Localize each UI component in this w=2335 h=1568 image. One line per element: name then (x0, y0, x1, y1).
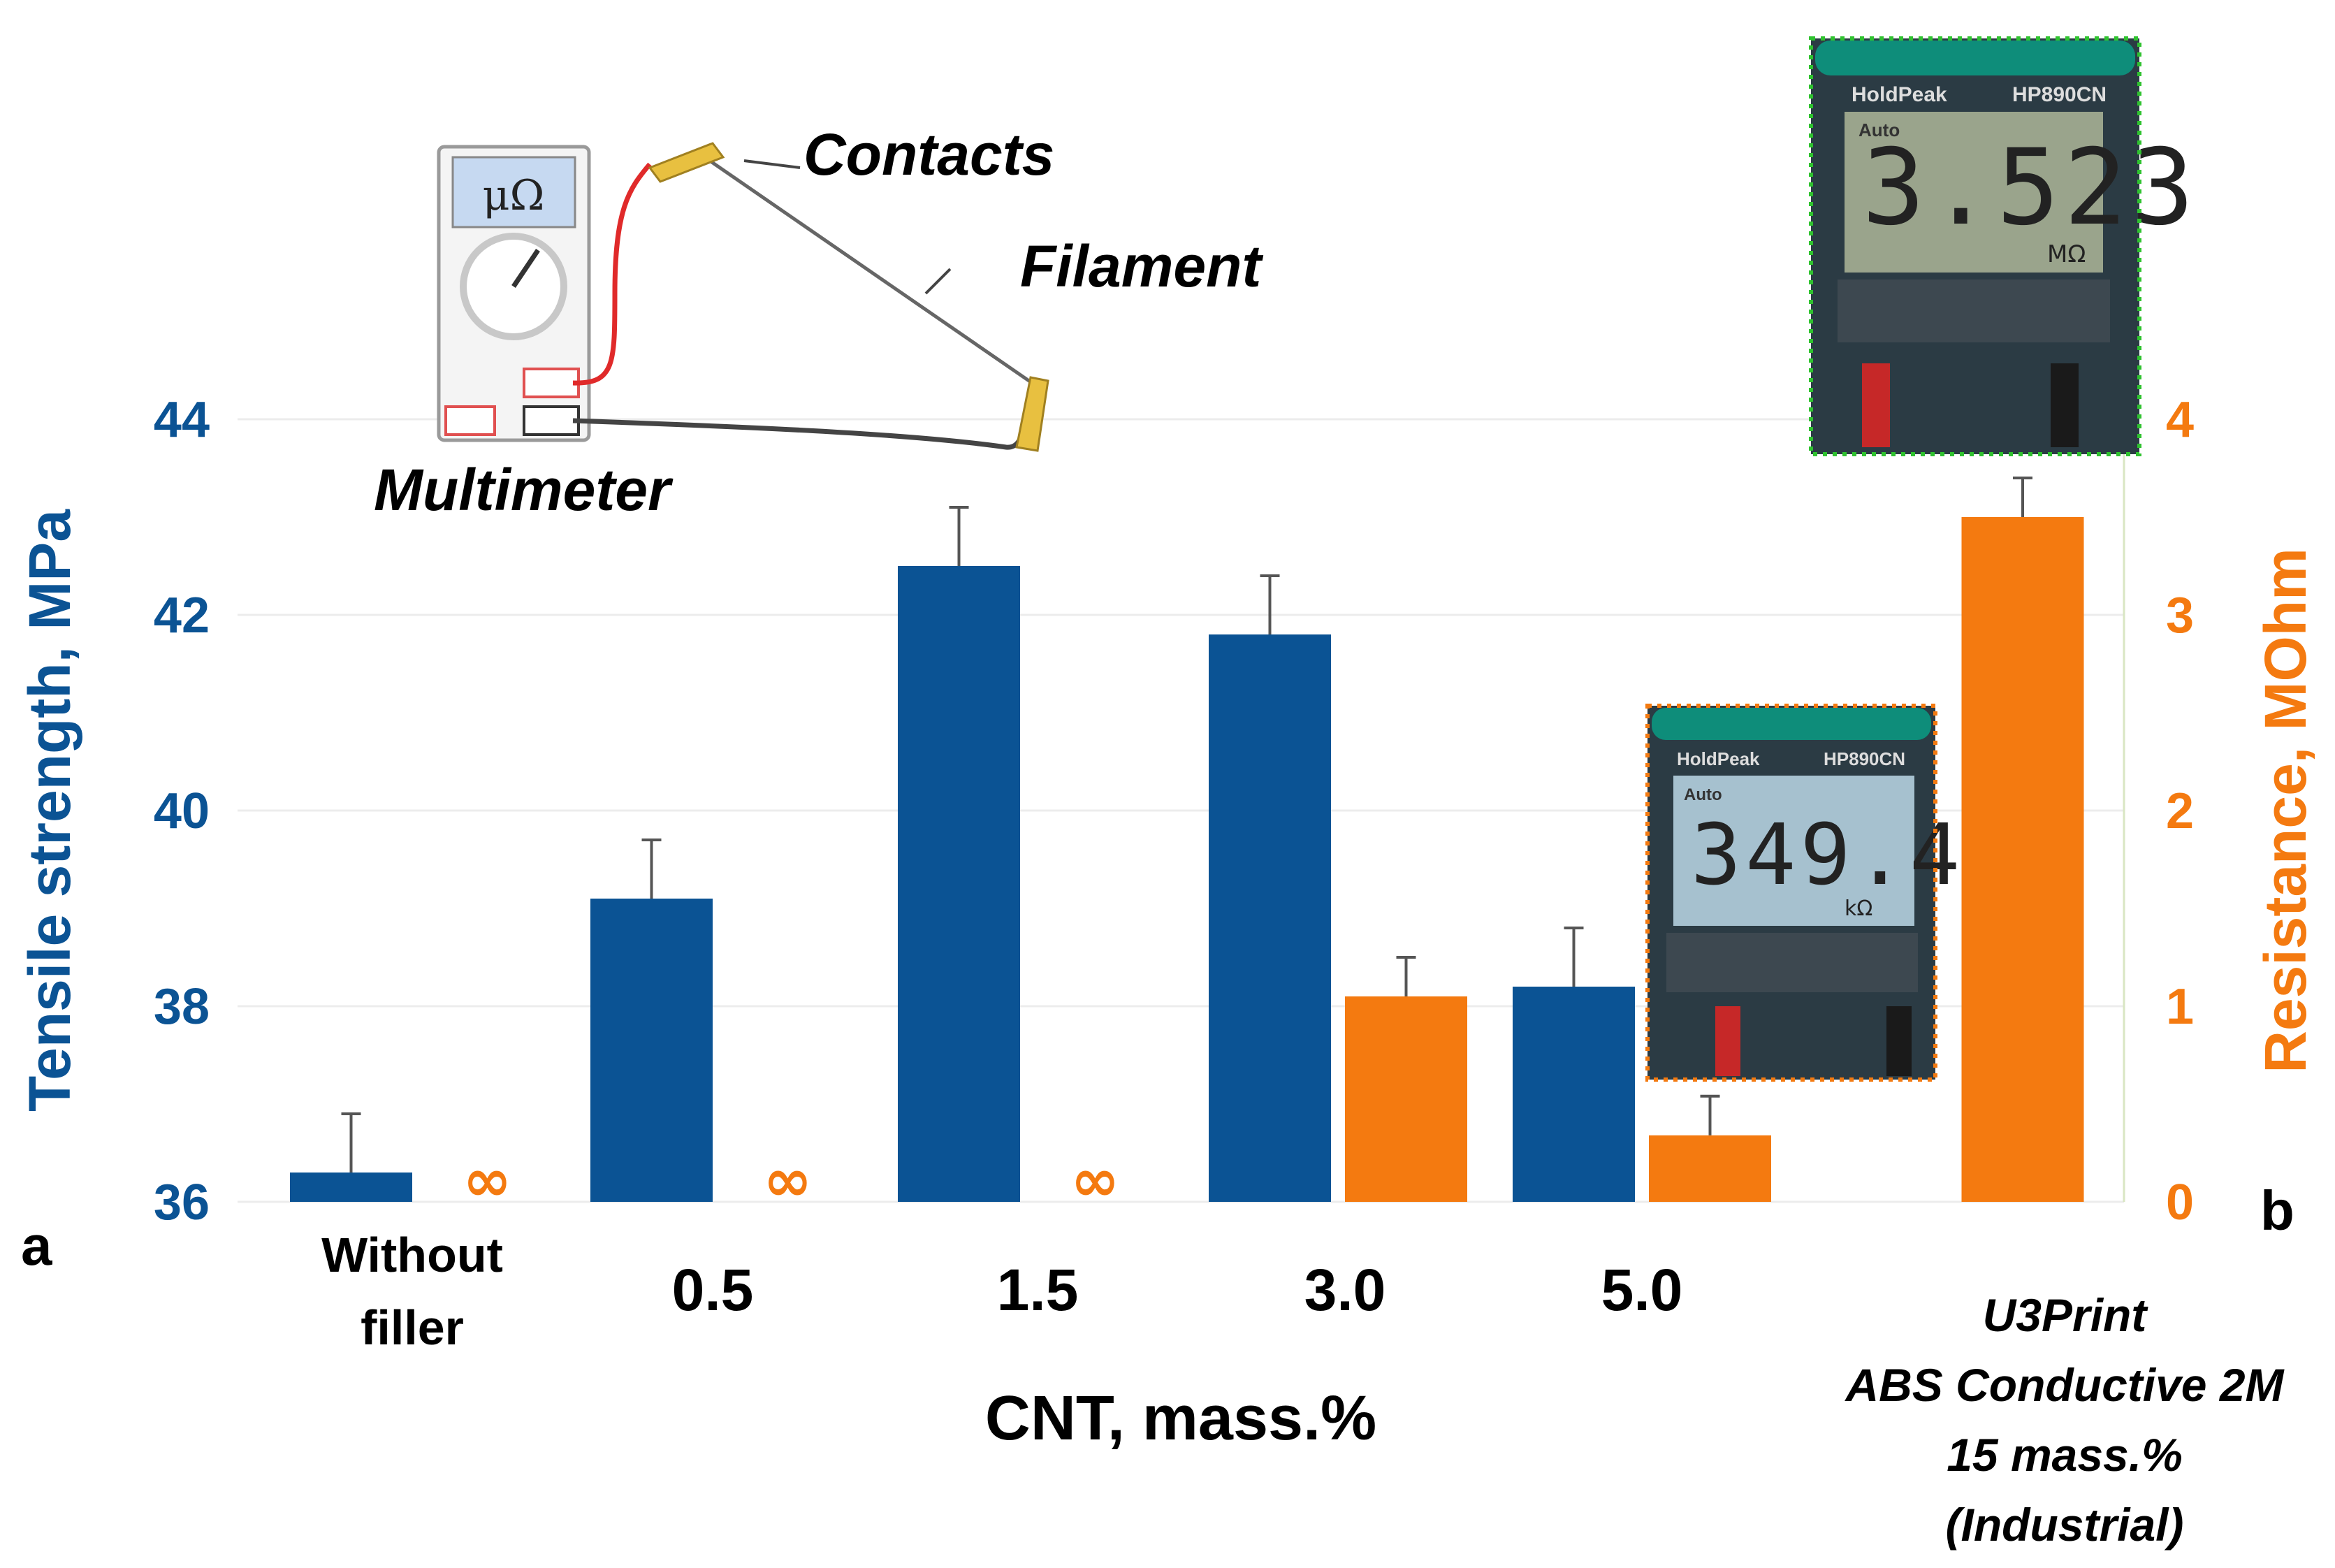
dial-needle (511, 249, 540, 288)
photo-large-red-plug (1862, 363, 1890, 447)
ytick-left-38: 38 (154, 979, 210, 1035)
contact-clip-bottom (1015, 376, 1049, 452)
xtick-0-5: 0.5 (672, 1257, 754, 1323)
filament-line (704, 156, 1035, 386)
x-axis: Without filler 0.5 1.5 3.0 5.0 U3Print A… (321, 1228, 2285, 1551)
photo-large-bumper (1815, 41, 2135, 75)
infinite-resistance-2: ∞ (1071, 1146, 1120, 1214)
xtick-u3print-1: U3Print (1983, 1289, 2149, 1341)
photo-small-buttons (1666, 933, 1918, 992)
photo-small-red-plug (1715, 1006, 1740, 1076)
xtick-5-0: 5.0 (1601, 1257, 1683, 1323)
bars: ∞ ∞ ∞ (290, 477, 2084, 1214)
photo-small-unit: kΩ (1845, 896, 1872, 921)
filament-label: Filament (1020, 233, 1263, 299)
ytick-left-36: 36 (154, 1175, 210, 1231)
infinite-resistance-0: ∞ (463, 1146, 512, 1214)
photo-large-buttons (1838, 280, 2110, 342)
contacts-pointer (743, 159, 801, 169)
panel-label-b: b (2260, 1179, 2294, 1242)
bar-tensile-1 (590, 899, 713, 1202)
photo-multimeter-large: HoldPeak HP890CN Auto 3.523 MΩ (1809, 36, 2199, 456)
bar-resistance-4 (1649, 1135, 1771, 1202)
ytick-right-4: 4 (2166, 392, 2194, 448)
photo-multimeter-small: HoldPeak HP890CN Auto 349.4 kΩ (1645, 704, 1964, 1082)
photo-large-brand: HoldPeak (1852, 83, 1947, 106)
xtick-u3print-4: (Industrial) (1946, 1499, 2184, 1551)
x-axis-label: CNT, mass.% (985, 1384, 1376, 1453)
multimeter-schematic: μΩ (437, 142, 1049, 452)
photo-small-model: HP890CN (1824, 748, 1905, 769)
bar-tensile-3 (1209, 634, 1331, 1202)
photo-large-reading: 3.523 (1862, 127, 2199, 249)
ytick-right-0: 0 (2166, 1175, 2194, 1231)
photo-large-lcd (1845, 112, 2103, 273)
bar-tensile-4 (1513, 987, 1635, 1202)
ytick-left-44: 44 (154, 392, 210, 448)
xtick-without-filler-1: Without (321, 1228, 503, 1282)
xtick-u3print-3: 15 mass.% (1947, 1429, 2183, 1481)
multimeter-label: Multimeter (374, 457, 674, 523)
contact-clip-top (648, 142, 725, 183)
photo-small-black-plug (1886, 1006, 1912, 1076)
photo-small-bumper (1652, 708, 1931, 740)
filament-pointer (924, 268, 952, 295)
ytick-left-40: 40 (154, 783, 210, 839)
photo-large-auto: Auto (1858, 119, 1900, 140)
y-axis-right: 0 1 2 3 4 (2166, 392, 2194, 1231)
panel-label-a: a (21, 1214, 52, 1277)
terminal-red (523, 368, 580, 398)
photo-small-brand: HoldPeak (1677, 748, 1760, 769)
photo-large-black-plug (2051, 363, 2079, 447)
y-axis-left: 36 38 40 42 44 (154, 392, 210, 1231)
bar-tensile-2 (898, 566, 1020, 1202)
bar-resistance-3 (1345, 996, 1467, 1202)
multimeter-display (451, 156, 576, 228)
xtick-without-filler-2: filler (361, 1300, 464, 1355)
photo-small-frame (1645, 704, 1937, 1082)
y-axis-right-label: Resistance, MOhm (2253, 548, 2318, 1073)
infinite-resistance-1: ∞ (764, 1146, 813, 1214)
photo-large-unit: MΩ (2047, 240, 2086, 268)
ytick-right-2: 2 (2166, 783, 2194, 839)
terminal-com (523, 405, 580, 436)
ytick-right-1: 1 (2166, 979, 2194, 1035)
contacts-label: Contacts (803, 122, 1054, 187)
black-lead (572, 412, 1030, 450)
red-lead (572, 162, 652, 386)
photo-small-lcd (1673, 776, 1914, 926)
photo-large-model: HP890CN (2012, 83, 2107, 106)
bar-tensile-0 (290, 1173, 412, 1202)
y-axis-left-label: Tensile strength, MPa (17, 509, 82, 1112)
terminal-a (444, 405, 496, 436)
xtick-1-5: 1.5 (997, 1257, 1079, 1323)
ytick-right-3: 3 (2166, 588, 2194, 644)
bar-resistance-5 (1961, 517, 2084, 1202)
photo-small-reading: 349.4 (1691, 807, 1964, 904)
photo-small-auto: Auto (1684, 785, 1722, 804)
multimeter-unit: μΩ (483, 171, 545, 220)
ytick-left-42: 42 (154, 588, 210, 644)
xtick-3-0: 3.0 (1304, 1257, 1386, 1323)
xtick-u3print-2: ABS Conductive 2M (1844, 1359, 2285, 1411)
